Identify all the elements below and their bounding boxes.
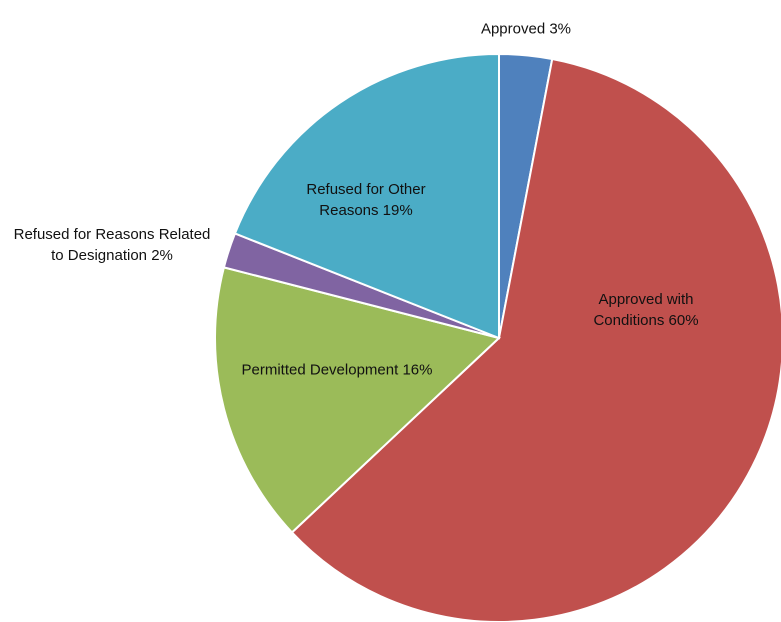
label-name: Approved bbox=[480, 20, 546, 38]
label-value: 3% bbox=[549, 20, 572, 38]
label-name: Approved with Conditions bbox=[593, 291, 694, 329]
pie-slice bbox=[290, 57, 781, 622]
data-label: Refused for Reasons Related to Designati… bbox=[7, 224, 217, 266]
pie-slice bbox=[233, 52, 500, 340]
label-value: 2% bbox=[151, 247, 173, 264]
data-label: Approved with Conditions 60% bbox=[576, 289, 716, 331]
label-value: 16% bbox=[402, 361, 433, 379]
label-value: 19% bbox=[382, 202, 413, 219]
data-label: Approved 3% bbox=[456, 19, 596, 40]
data-label: Permitted Development 16% bbox=[237, 360, 437, 381]
label-name: Refused for Other Reasons bbox=[306, 181, 426, 219]
data-label: Refused for Other Reasons 19% bbox=[291, 179, 441, 221]
pie-slice bbox=[214, 266, 502, 534]
label-name: Refused for Reasons Related to Designati… bbox=[13, 226, 211, 264]
label-name: Permitted Development bbox=[241, 361, 399, 379]
label-value: 60% bbox=[668, 312, 699, 329]
